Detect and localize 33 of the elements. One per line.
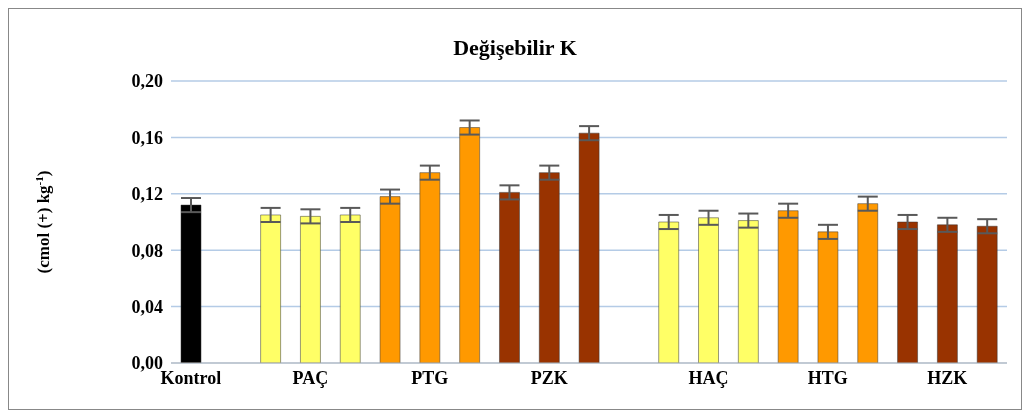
x-tick-label: HTG [807,367,848,388]
bar [937,224,958,363]
bar [260,214,281,363]
x-tick-label: Kontrol [160,367,222,388]
bar [698,217,719,363]
y-tick-label: 0,00 [131,353,163,374]
x-tick-label: PAÇ [292,367,329,388]
y-tick-label: 0,08 [131,240,163,261]
y-tick-label: 0,20 [131,71,163,92]
x-tick-label: PTG [411,367,449,388]
x-tick-label: PZK [530,367,568,388]
bar [777,210,799,363]
bar [180,204,202,363]
bar [419,172,441,363]
bar [379,196,401,363]
bar [976,225,998,363]
bar [539,172,560,363]
bar [857,203,879,363]
bar [578,132,600,363]
chart-title: Değişebilir K [452,35,578,61]
y-tick-label: 0,12 [131,184,163,205]
y-tick-label: 0,16 [131,127,163,148]
bar [459,127,480,363]
x-tick-label: HZK [927,367,968,388]
x-tick-label: HAÇ [688,367,729,388]
bar [658,221,679,363]
bar [499,192,520,363]
bar [300,216,321,363]
bar [339,214,361,363]
bar [738,220,759,363]
bar [897,221,918,363]
bar [817,231,839,363]
y-tick-label: 0,04 [131,296,163,317]
